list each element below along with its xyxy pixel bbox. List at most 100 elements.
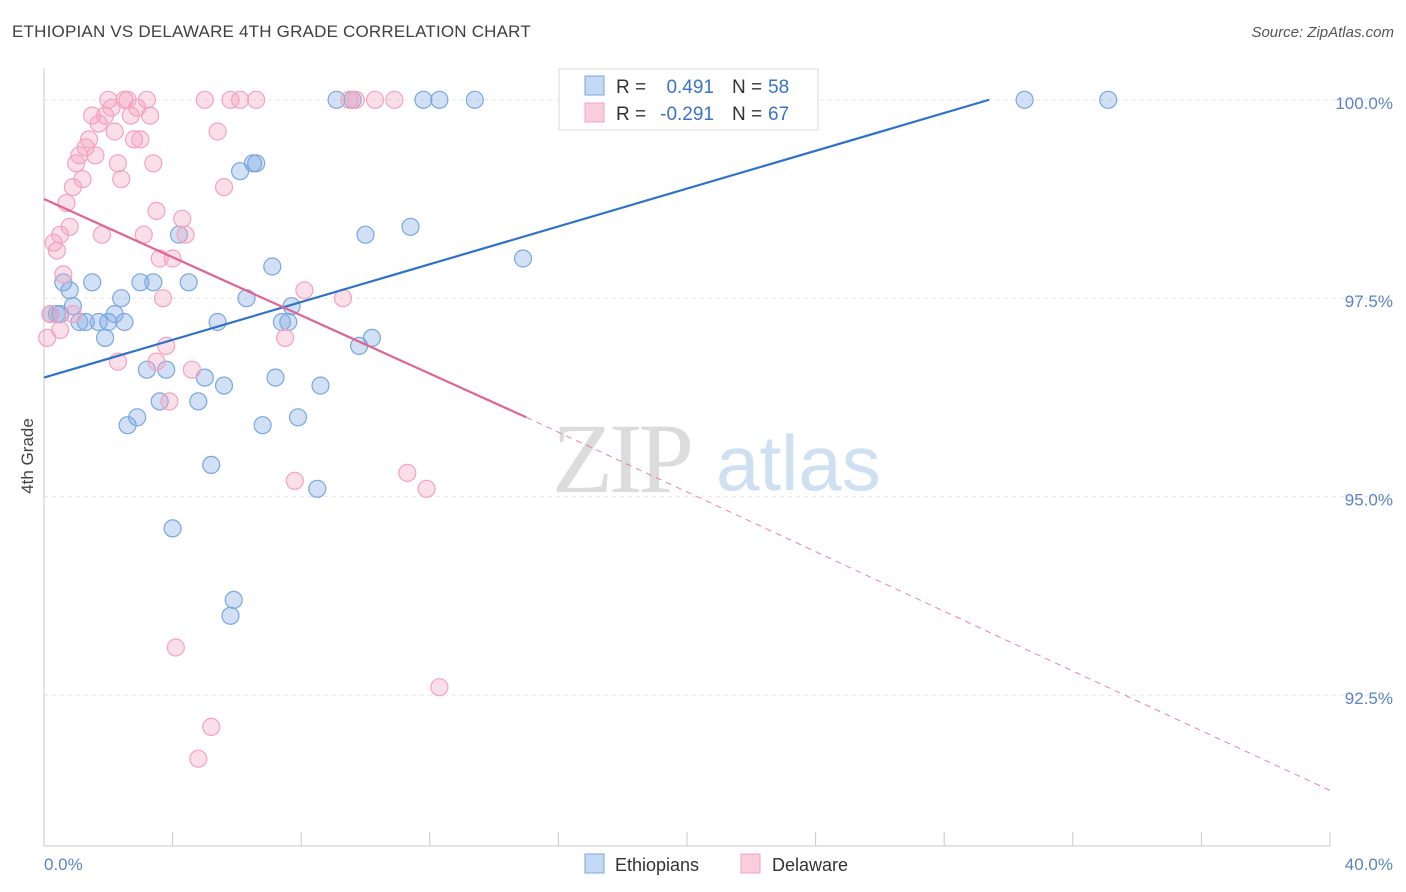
ethiopians-point-42 — [288, 408, 308, 427]
delaware-point-3 — [47, 241, 67, 260]
ethiopians-point-4 — [60, 281, 79, 300]
ethiopians-point-13 — [112, 289, 131, 308]
delaware-point-41 — [173, 209, 192, 228]
stats-r-value-0: 0.491 — [666, 77, 714, 98]
delaware-trend-line — [43, 197, 527, 419]
legend-swatch-ethiopians — [584, 853, 605, 874]
stats-n-label-0: N = — [732, 77, 762, 98]
delaware-point-11 — [73, 170, 92, 189]
delaware-point-34 — [147, 201, 166, 220]
x-tick-label-min: 0.0% — [44, 855, 83, 874]
delaware-point-62 — [340, 90, 359, 109]
delaware-point-15 — [86, 146, 105, 165]
ethiopians-point-35 — [247, 154, 266, 173]
ethiopians-point-40 — [279, 312, 298, 332]
ethiopians-point-8 — [83, 273, 102, 292]
ethiopians-point-24 — [179, 273, 198, 292]
ethiopians-point-20 — [150, 392, 169, 411]
y-tick-label-0: 100.0% — [1335, 94, 1393, 113]
delaware-point-63 — [147, 352, 166, 371]
ethiopians-point-50 — [401, 217, 420, 236]
ethiopians-point-19 — [144, 273, 163, 292]
stats-n-value-0: 58 — [768, 77, 789, 98]
ethiopians-point-51 — [414, 90, 433, 109]
delaware-point-51 — [247, 90, 266, 109]
ethiopians-point-22 — [163, 519, 182, 538]
legend-label-ethiopians: Ethiopians — [615, 855, 699, 875]
legend-label-delaware: Delaware — [772, 855, 848, 875]
delaware-point-48 — [214, 178, 234, 197]
ethiopians-point-27 — [202, 455, 221, 474]
stats-swatch-ethiopians — [584, 75, 605, 96]
series-ethiopians-points — [41, 90, 1118, 625]
delaware-point-45 — [195, 90, 214, 109]
watermark: ZIP atlas — [552, 403, 881, 514]
delaware-point-27 — [124, 130, 144, 149]
delaware-point-40 — [166, 638, 185, 657]
y-tick-labels: 100.0% 97.5% 95.0% 92.5% — [1335, 94, 1393, 708]
delaware-point-37 — [157, 336, 176, 355]
y-tick-label-2: 95.0% — [1345, 491, 1393, 510]
delaware-point-22 — [108, 154, 128, 173]
x-tick-marks — [43, 832, 1331, 846]
watermark-zip: ZIP — [552, 403, 690, 514]
ethiopians-point-52 — [430, 90, 449, 109]
ethiopians-point-16 — [128, 408, 147, 427]
legend-swatch-delaware — [740, 853, 761, 874]
stats-r-value-1: -0.291 — [660, 104, 714, 125]
grid-lines — [44, 99, 1390, 696]
y-tick-label-1: 97.5% — [1345, 292, 1393, 311]
delaware-point-32 — [141, 106, 160, 125]
ethiopians-point-25 — [189, 392, 208, 411]
delaware-point-50 — [231, 90, 250, 109]
delaware-point-54 — [295, 281, 314, 300]
delaware-point-42 — [176, 225, 195, 244]
ethiopians-trend-line — [43, 98, 990, 379]
delaware-point-39 — [163, 249, 182, 268]
y-tick-label-3: 92.5% — [1345, 689, 1393, 708]
delaware-point-36 — [153, 289, 173, 308]
ethiopians-point-9 — [89, 312, 108, 332]
delaware-point-21 — [105, 122, 124, 141]
ethiopians-point-48 — [356, 225, 375, 244]
delaware-point-59 — [398, 463, 417, 482]
stats-r-label-1: R = — [616, 104, 646, 125]
delaware-point-29 — [131, 130, 150, 149]
ethiopians-point-37 — [263, 257, 282, 276]
watermark-atlas: atlas — [716, 419, 881, 507]
delaware-point-46 — [202, 717, 221, 737]
stats-swatch-delaware — [584, 102, 605, 123]
ethiopians-point-43 — [308, 479, 327, 498]
delaware-point-33 — [144, 154, 163, 173]
ethiopians-point-30 — [221, 606, 240, 625]
ethiopians-point-45 — [327, 90, 346, 109]
delaware-point-38 — [160, 392, 179, 411]
series-delaware-points — [38, 90, 449, 768]
ethiopians-point-56 — [1015, 90, 1034, 109]
delaware-point-23 — [112, 170, 131, 189]
ethiopians-point-29 — [214, 376, 234, 395]
delaware-point-13 — [79, 130, 99, 149]
ethiopians-point-31 — [224, 590, 243, 610]
delaware-point-49 — [221, 90, 240, 109]
stats-legend: R = 0.491 N = 58 R = -0.291 N = 67 — [558, 68, 819, 131]
ethiopians-point-54 — [513, 249, 533, 268]
trend-lines — [43, 98, 1331, 791]
delaware-point-31 — [137, 90, 156, 109]
delaware-point-47 — [208, 122, 227, 141]
ethiopians-point-36 — [253, 416, 272, 435]
delaware-point-43 — [182, 360, 201, 379]
delaware-point-1 — [41, 305, 60, 324]
delaware-point-7 — [60, 217, 79, 236]
delaware-point-60 — [417, 479, 436, 498]
series-legend: Ethiopians Delaware — [584, 853, 848, 875]
delaware-point-5 — [54, 265, 73, 284]
stats-n-value-1: 67 — [768, 104, 789, 125]
chart-source: Source: ZipAtlas.com — [1251, 24, 1394, 41]
delaware-point-56 — [346, 90, 365, 109]
delaware-point-44 — [189, 749, 208, 768]
delaware-point-53 — [285, 471, 304, 490]
chart-title: ETHIOPIAN VS DELAWARE 4TH GRADE CORRELAT… — [12, 22, 531, 41]
x-tick-label-max: 40.0% — [1345, 855, 1393, 874]
